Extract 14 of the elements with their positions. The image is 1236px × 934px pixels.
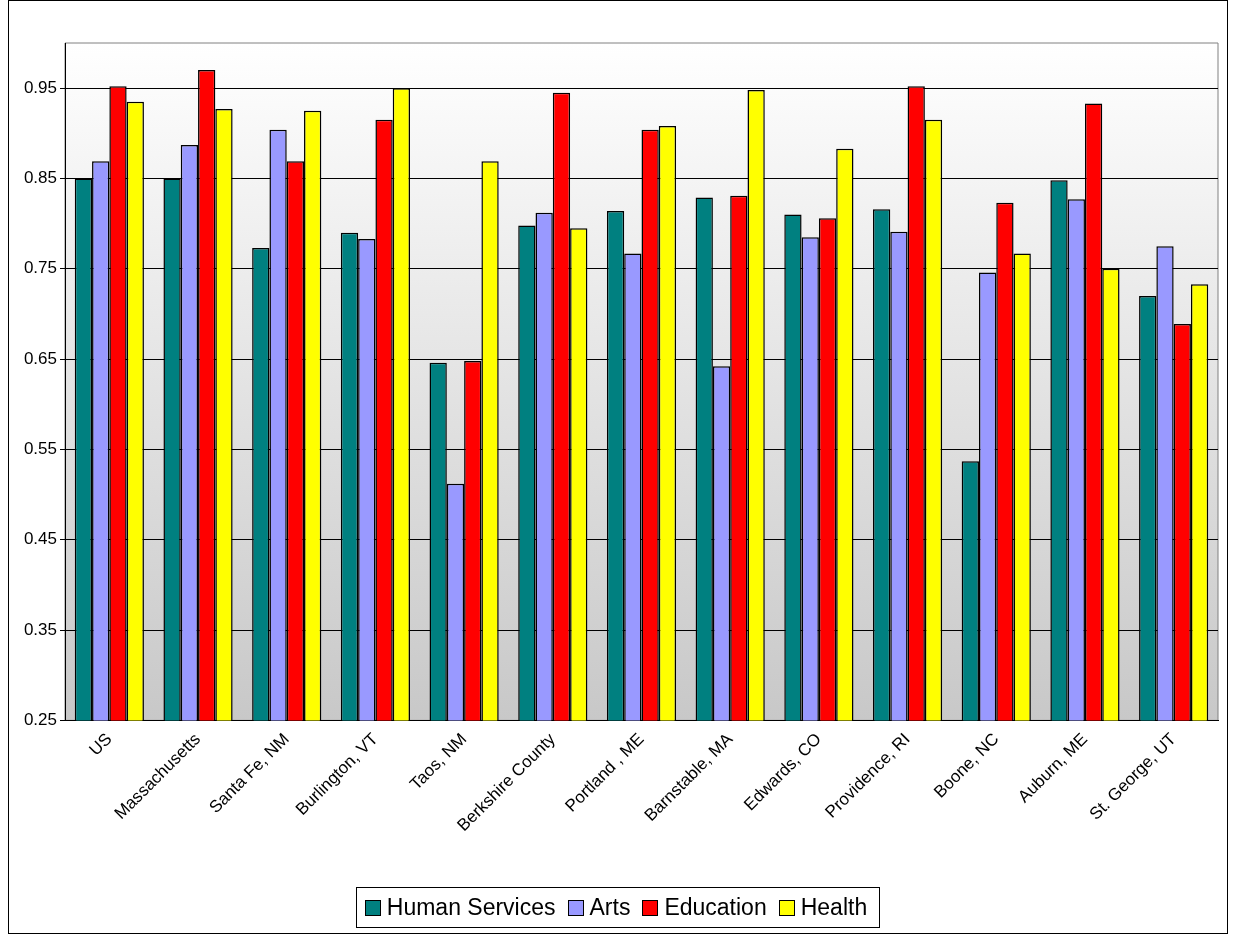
y-tick-label: 0.65 (23, 348, 57, 368)
x-tick-label: US (85, 729, 116, 760)
y-tick-label: 0.25 (23, 710, 57, 730)
y-tick-label: 0.85 (23, 168, 57, 188)
y-tick-label: 0.55 (23, 439, 57, 459)
y-tick-label: 0.45 (23, 529, 57, 549)
legend-label: Health (800, 894, 868, 921)
y-tick-label: 0.35 (23, 619, 57, 639)
legend-label: Human Services (386, 894, 556, 921)
y-tick-label: 0.95 (23, 77, 57, 97)
legend-label: Arts (589, 894, 631, 921)
series-label: Education (664, 894, 767, 921)
x-tick-label: Taos, NM (406, 729, 471, 794)
y-tick-label: 0.75 (23, 258, 57, 278)
